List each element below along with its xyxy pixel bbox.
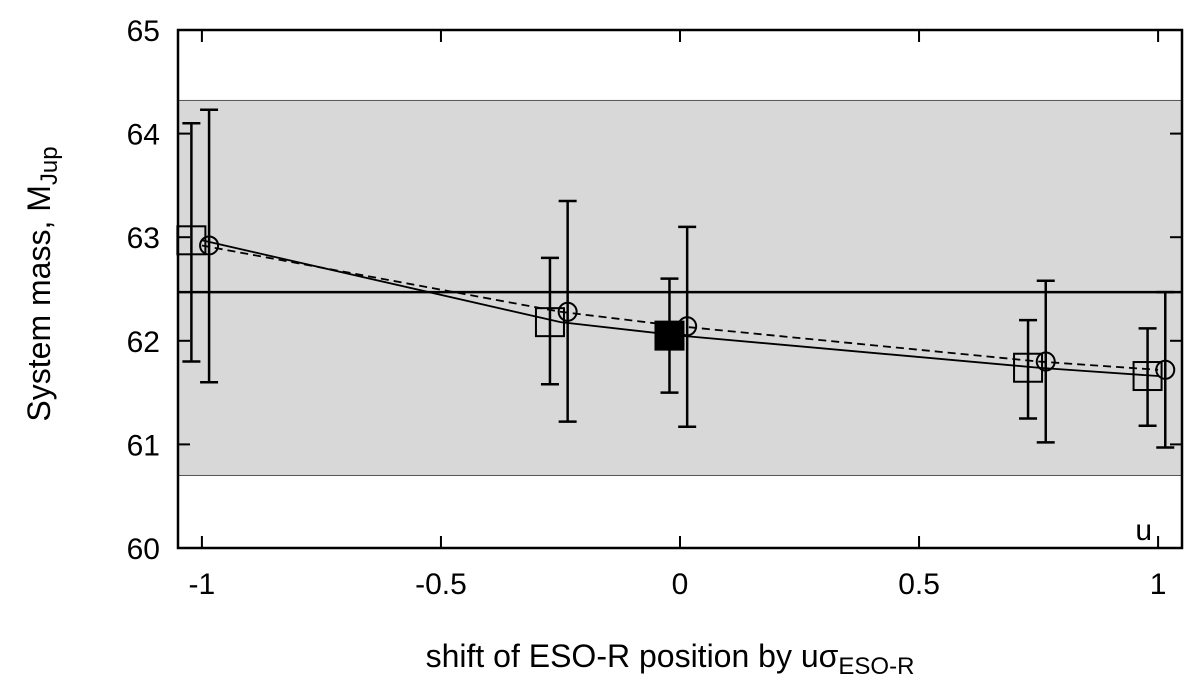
circle-marker xyxy=(1035,351,1056,372)
x-tick-label: 0.5 xyxy=(898,568,940,601)
circle-marker xyxy=(557,301,578,322)
x-axis-label-main: shift of ESO-R position by uσ xyxy=(426,638,839,674)
y-tick-label: 63 xyxy=(127,222,160,255)
square-marker xyxy=(1013,352,1044,383)
u-annotation: u xyxy=(1135,514,1152,547)
square-marker xyxy=(1132,361,1163,392)
y-axis-label-sub: Jup xyxy=(36,146,63,185)
x-tick-label: -0.5 xyxy=(415,568,467,601)
y-tick-label: 62 xyxy=(127,326,160,359)
circle-marker xyxy=(677,316,698,337)
y-tick-label: 61 xyxy=(127,429,160,462)
y-axis-label-main: System mass, M xyxy=(21,185,57,421)
data-markers xyxy=(176,225,1176,392)
x-tick-label: 0 xyxy=(672,568,689,601)
plot-frame xyxy=(176,28,1184,550)
x-tick-label: 1 xyxy=(1150,568,1167,601)
x-tick-label: -1 xyxy=(189,568,216,601)
square-marker xyxy=(654,320,685,351)
y-tick-label: 60 xyxy=(127,533,160,566)
x-axis-label: shift of ESO-R position by uσESO-R xyxy=(426,638,915,680)
confidence-band xyxy=(177,99,1183,476)
y-axis-label: System mass, MJup xyxy=(21,146,63,421)
circle-marker xyxy=(1155,359,1176,380)
band-rect xyxy=(177,99,1183,476)
x-axis-label-sub: ESO-R xyxy=(838,653,914,680)
tick-labels: -1 -0.5 0 0.5 1 60 61 62 63 64 65 xyxy=(127,15,1167,601)
y-tick-label: 65 xyxy=(127,15,160,48)
circle-marker xyxy=(199,235,220,256)
square-marker xyxy=(534,307,565,338)
y-tick-label: 64 xyxy=(127,119,160,152)
